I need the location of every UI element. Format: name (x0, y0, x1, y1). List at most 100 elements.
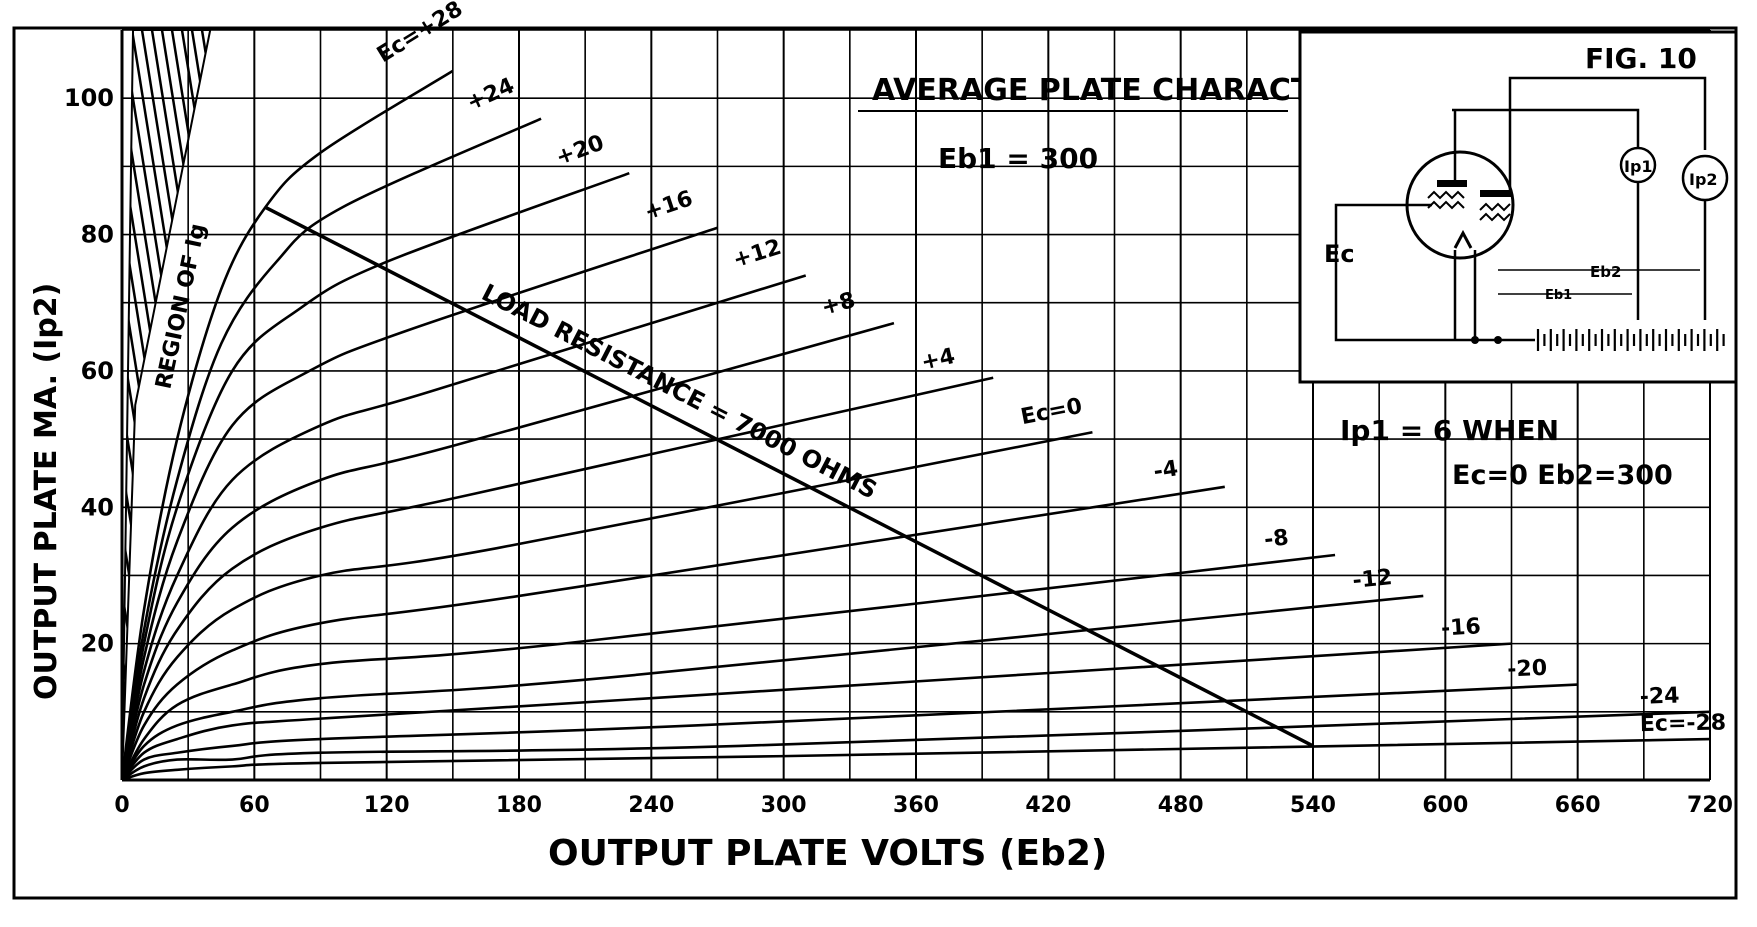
series-label: +16 (642, 186, 696, 225)
hatch-line (0, 30, 12, 780)
series-label: +24 (463, 73, 518, 116)
plate-1-icon (1437, 180, 1467, 187)
series-label: -24 (1639, 683, 1680, 709)
y-tick-label: 40 (81, 493, 114, 521)
series-label: +12 (730, 235, 784, 273)
note-line-2: Ec=0 Eb2=300 (1452, 460, 1673, 491)
series-label: -4 (1152, 456, 1180, 484)
y-tick-label: 20 (81, 630, 114, 658)
series-label: -16 (1440, 614, 1481, 641)
hatch-line (122, 30, 211, 780)
load-line-label: LOAD RESISTANCE = 7000 OHMS (477, 278, 881, 504)
ec-label: Ec (1324, 240, 1355, 268)
x-tick-label: 60 (239, 793, 270, 818)
plate1-wire (1452, 108, 1640, 180)
hatch-line (212, 30, 332, 780)
x-tick-label: 0 (114, 793, 129, 818)
hatch-line (402, 30, 522, 780)
hatch-line (352, 30, 472, 780)
x-tick-label: 120 (364, 793, 410, 818)
hatch-line (312, 30, 432, 780)
ip1-label: Ip1 (1624, 157, 1653, 176)
hatch-line (262, 30, 382, 780)
x-tick-label: 420 (1025, 793, 1071, 818)
y-tick-label: 80 (81, 221, 114, 249)
curve-+24 (120, 117, 542, 781)
x-tick-label: 720 (1687, 793, 1733, 818)
curve-ec-28 (121, 737, 1711, 782)
curve--12 (120, 594, 1424, 781)
x-tick-label: 300 (761, 793, 807, 818)
plate2-wire (1508, 76, 1707, 190)
series-label: -20 (1507, 656, 1548, 683)
y-tick-label: 60 (81, 357, 114, 385)
hatch-line (160, 30, 211, 780)
y-tick-label: 100 (64, 84, 114, 112)
grid-2-icon (1479, 202, 1511, 222)
curve-ec+28 (120, 69, 454, 781)
ip2-label: Ip2 (1689, 170, 1718, 189)
hatch-line (0, 30, 32, 780)
hatch-line (392, 30, 512, 780)
condition-label: Eb1 = 300 (938, 142, 1098, 175)
grid-1-icon (1427, 190, 1465, 210)
hatch-line (432, 30, 552, 780)
hatch-line (372, 30, 492, 780)
series-label: +20 (553, 130, 608, 170)
hatch-line (342, 30, 462, 780)
x-tick-label: 480 (1158, 793, 1204, 818)
hatch-line (412, 30, 532, 780)
hatch-line (0, 30, 2, 780)
series-label: -8 (1263, 525, 1290, 553)
series-label: Ec=-28 (1640, 710, 1727, 737)
hatch-line (252, 30, 372, 780)
curve--8 (120, 553, 1336, 781)
x-tick-label: 240 (628, 793, 674, 818)
hatch-line (442, 30, 562, 780)
region-label: REGION OF Ig (151, 221, 210, 391)
x-tick-label: 540 (1290, 793, 1336, 818)
curve-+8 (120, 321, 895, 781)
plate-2-icon (1480, 190, 1512, 197)
figure-label: FIG. 10 (1585, 42, 1697, 75)
hatch-line (170, 30, 211, 780)
grid (120, 29, 1711, 782)
hatch-line (0, 30, 22, 780)
meter-wires (1636, 182, 1707, 320)
curve-+12 (120, 274, 807, 781)
eb2-label: Eb2 (1590, 263, 1621, 281)
hatch-line (422, 30, 542, 780)
series-label: Ec=0 (1019, 394, 1084, 430)
grid-cathode-wires (1334, 203, 1535, 342)
x-tick-label: 660 (1555, 793, 1601, 818)
curve-+20 (120, 171, 630, 781)
curve--20 (121, 683, 1578, 781)
filament-icon (1453, 229, 1473, 249)
hatch-line (452, 30, 572, 780)
schematic-frame (1298, 30, 1738, 384)
x-tick-label: 600 (1422, 793, 1468, 818)
series-label: +8 (819, 288, 858, 321)
curve-ec0 (120, 430, 1093, 781)
plate-curves (120, 69, 1711, 782)
eb1-label: Eb1 (1545, 288, 1572, 303)
x-axis-label: OUTPUT PLATE VOLTS (Eb2) (548, 833, 1107, 874)
y-axis-label: OUTPUT PLATE MA. (Ip2) (29, 283, 64, 700)
note-line-1: Ip1 = 6 WHEN (1340, 414, 1559, 447)
hatch-line (122, 30, 174, 780)
series-label: -12 (1351, 565, 1393, 594)
curve--4 (120, 485, 1225, 781)
x-tick-label: 180 (496, 793, 542, 818)
outer-frame (12, 26, 1738, 900)
region-outline (121, 29, 212, 781)
battery-icon (1536, 329, 1725, 351)
hatch-line (222, 30, 342, 780)
hatch-line (292, 30, 412, 780)
hatch-line (332, 30, 452, 780)
grid-current-region (0, 29, 572, 781)
curve-+16 (120, 226, 718, 781)
axis-ticks: 0 60 120 180 240 300 360 420 480 540 600 660 720 20 40… (64, 84, 1733, 818)
junction-dot (1471, 336, 1479, 344)
hatch-line (122, 30, 211, 780)
